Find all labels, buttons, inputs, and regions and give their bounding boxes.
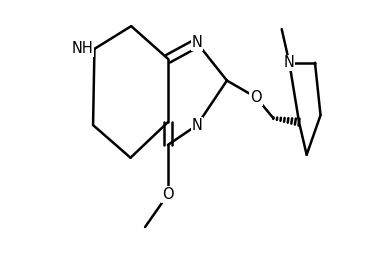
Text: N: N xyxy=(192,117,203,133)
Text: O: O xyxy=(162,187,174,202)
Text: N: N xyxy=(192,36,203,50)
Text: N: N xyxy=(284,55,295,70)
Text: O: O xyxy=(250,90,262,105)
Text: NH: NH xyxy=(71,41,93,56)
